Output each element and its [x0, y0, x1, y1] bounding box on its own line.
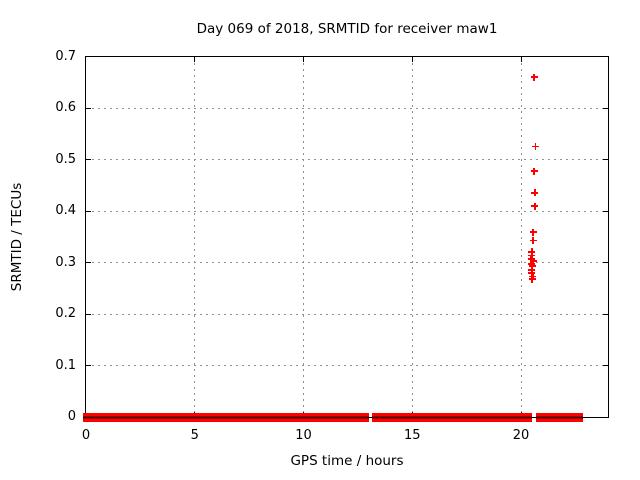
x-tick-top [303, 57, 304, 62]
x-gridline [520, 57, 522, 417]
y-tick-right [603, 313, 608, 315]
baseline-band-segment [82, 412, 369, 422]
y-gridline [86, 262, 608, 264]
data-point-marker [529, 228, 537, 236]
y-tick-right [603, 210, 608, 212]
y-gridline [86, 159, 608, 161]
y-gridline [86, 365, 608, 367]
x-gridline [411, 57, 413, 417]
y-tick-left [86, 262, 91, 264]
y-gridline [86, 107, 608, 109]
data-point-marker [532, 142, 540, 150]
x-gridline [303, 57, 304, 417]
data-point-marker [530, 73, 538, 81]
x-tick-label: 15 [403, 428, 421, 443]
data-point-marker [528, 248, 536, 256]
y-tick-label: 0 [67, 409, 76, 424]
data-point-marker [531, 202, 539, 210]
y-tick-right [603, 365, 608, 367]
y-tick-left [86, 159, 91, 161]
chart-title: Day 069 of 2018, SRMTID for receiver maw… [196, 21, 498, 37]
data-point-marker [527, 269, 535, 277]
x-tick-top [520, 57, 522, 62]
x-tick-label: 20 [512, 428, 530, 443]
y-tick-label: 0.1 [55, 357, 76, 373]
x-tick-label: 10 [295, 428, 312, 443]
baseline-band-segment [536, 412, 583, 422]
y-gridline [86, 313, 608, 315]
data-point-marker [527, 260, 535, 268]
data-point-marker [529, 237, 537, 245]
x-tick-label: 0 [81, 428, 91, 443]
y-tick-label: 0.3 [55, 254, 76, 270]
x-tick-top [411, 57, 413, 62]
plot-area [82, 56, 609, 422]
y-tick-left [86, 210, 91, 212]
data-point-marker [529, 262, 537, 270]
x-tick-label: 5 [190, 428, 199, 443]
y-tick-left [86, 107, 91, 109]
y-axis-label: SRMTID / TECUs [4, 56, 30, 418]
y-tick-label: 0.4 [55, 203, 76, 219]
data-point-marker [527, 255, 535, 263]
data-point-marker [529, 257, 537, 265]
y-tick-right [603, 159, 608, 161]
y-gridline [86, 210, 608, 212]
y-tick-label: 0.7 [55, 49, 76, 64]
y-tick-right [603, 107, 608, 109]
x-tick-top [194, 57, 196, 62]
data-point-marker [531, 189, 539, 197]
y-tick-label: 0.2 [55, 306, 76, 322]
data-point-marker [528, 252, 536, 259]
y-tick-label: 0.5 [55, 151, 76, 167]
data-point-marker [530, 167, 538, 175]
y-axis-label-text: SRMTID / TECUs [9, 182, 25, 292]
baseline-band-segment [372, 412, 532, 422]
y-tick-left [86, 313, 91, 315]
y-tick-left [86, 365, 91, 367]
x-gridline [194, 57, 196, 417]
data-point-marker [528, 275, 536, 283]
y-tick-right [603, 262, 608, 264]
y-tick-label: 0.6 [55, 100, 76, 116]
x-axis-label: GPS time / hours [290, 453, 404, 469]
